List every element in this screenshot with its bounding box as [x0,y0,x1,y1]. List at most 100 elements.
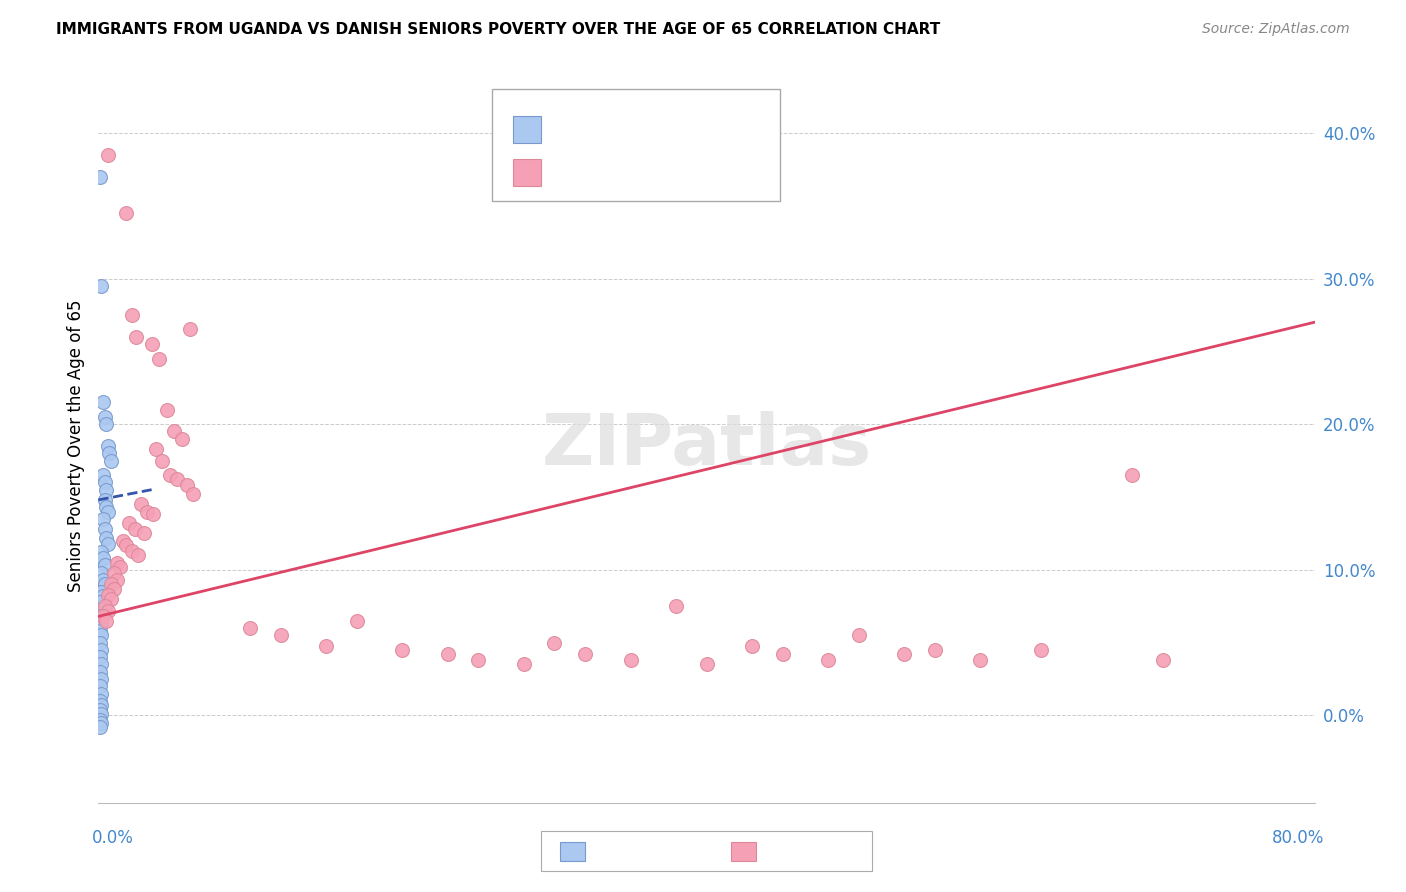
Point [166,473,188,487]
Point [772,647,794,661]
Point [89,624,111,638]
Point [89,713,111,727]
Point [145,442,167,456]
Point [96,504,118,518]
Point [96,588,118,602]
Point [125,330,148,344]
Point [156,402,179,417]
Point [136,504,159,518]
Point [346,614,368,628]
Point [924,643,946,657]
Point [118,516,141,531]
Point [315,639,337,653]
Point [127,548,149,562]
Point [89,609,111,624]
Point [114,206,136,220]
Text: 80.0%: 80.0% [1272,829,1324,847]
Point [89,694,111,708]
Point [94,500,117,515]
Point [89,595,111,609]
Point [93,599,115,614]
Point [91,609,114,624]
Point [90,584,112,599]
Point [93,522,115,536]
Point [90,706,112,721]
Point [89,703,111,717]
Point [100,577,122,591]
Point [98,446,121,460]
Point [90,687,112,701]
Text: Immigrants from Uganda: Immigrants from Uganda [591,844,783,859]
Point [89,720,111,734]
Point [94,483,117,497]
Point [170,432,193,446]
Point [148,351,170,366]
Point [513,657,536,672]
Point [111,533,134,548]
Point [176,478,198,492]
Point [94,614,117,628]
Point [90,278,112,293]
Point [1121,468,1143,483]
Point [893,647,915,661]
Point [96,147,118,161]
Point [93,492,115,507]
Point [96,603,118,617]
Text: Source: ZipAtlas.com: Source: ZipAtlas.com [1202,22,1350,37]
Point [90,672,112,686]
Point [181,487,204,501]
Point [90,602,112,616]
Point [93,475,115,490]
Point [179,322,201,336]
Point [91,551,114,566]
Point [89,679,111,693]
Point [141,337,163,351]
Text: ZIPatlas: ZIPatlas [541,411,872,481]
Point [105,573,128,587]
Point [100,453,122,467]
Point [93,409,115,424]
Point [91,573,114,587]
Point [100,591,122,606]
Point [124,522,146,536]
Point [90,545,112,559]
Point [96,536,118,550]
Point [93,558,115,573]
Point [94,531,117,545]
Point [90,616,112,631]
Point [696,657,718,672]
Point [91,512,114,526]
Point [848,628,870,642]
Point [91,468,114,483]
Point [91,395,114,409]
Point [741,639,763,653]
Point [103,582,125,596]
Point [90,566,112,580]
Point [108,560,131,574]
Point [150,453,173,467]
Point [89,169,111,184]
Y-axis label: Seniors Poverty Over the Age of 65: Seniors Poverty Over the Age of 65 [66,300,84,592]
Point [93,577,115,591]
Point [619,653,641,667]
Text: R = 0.027   N = 47: R = 0.027 N = 47 [553,120,710,138]
Point [90,643,112,657]
Point [132,526,155,541]
Point [114,538,136,552]
Point [96,439,118,453]
Text: 0.0%: 0.0% [91,829,134,847]
Point [574,647,596,661]
Point [817,653,839,667]
Point [142,508,165,522]
Point [969,653,991,667]
Point [90,657,112,672]
Text: Danes: Danes [762,844,810,859]
Point [103,566,125,580]
Point [239,621,262,635]
Point [89,635,111,649]
Point [89,665,111,679]
Point [467,653,489,667]
Point [1029,643,1052,657]
Point [105,556,128,570]
Point [437,647,460,661]
